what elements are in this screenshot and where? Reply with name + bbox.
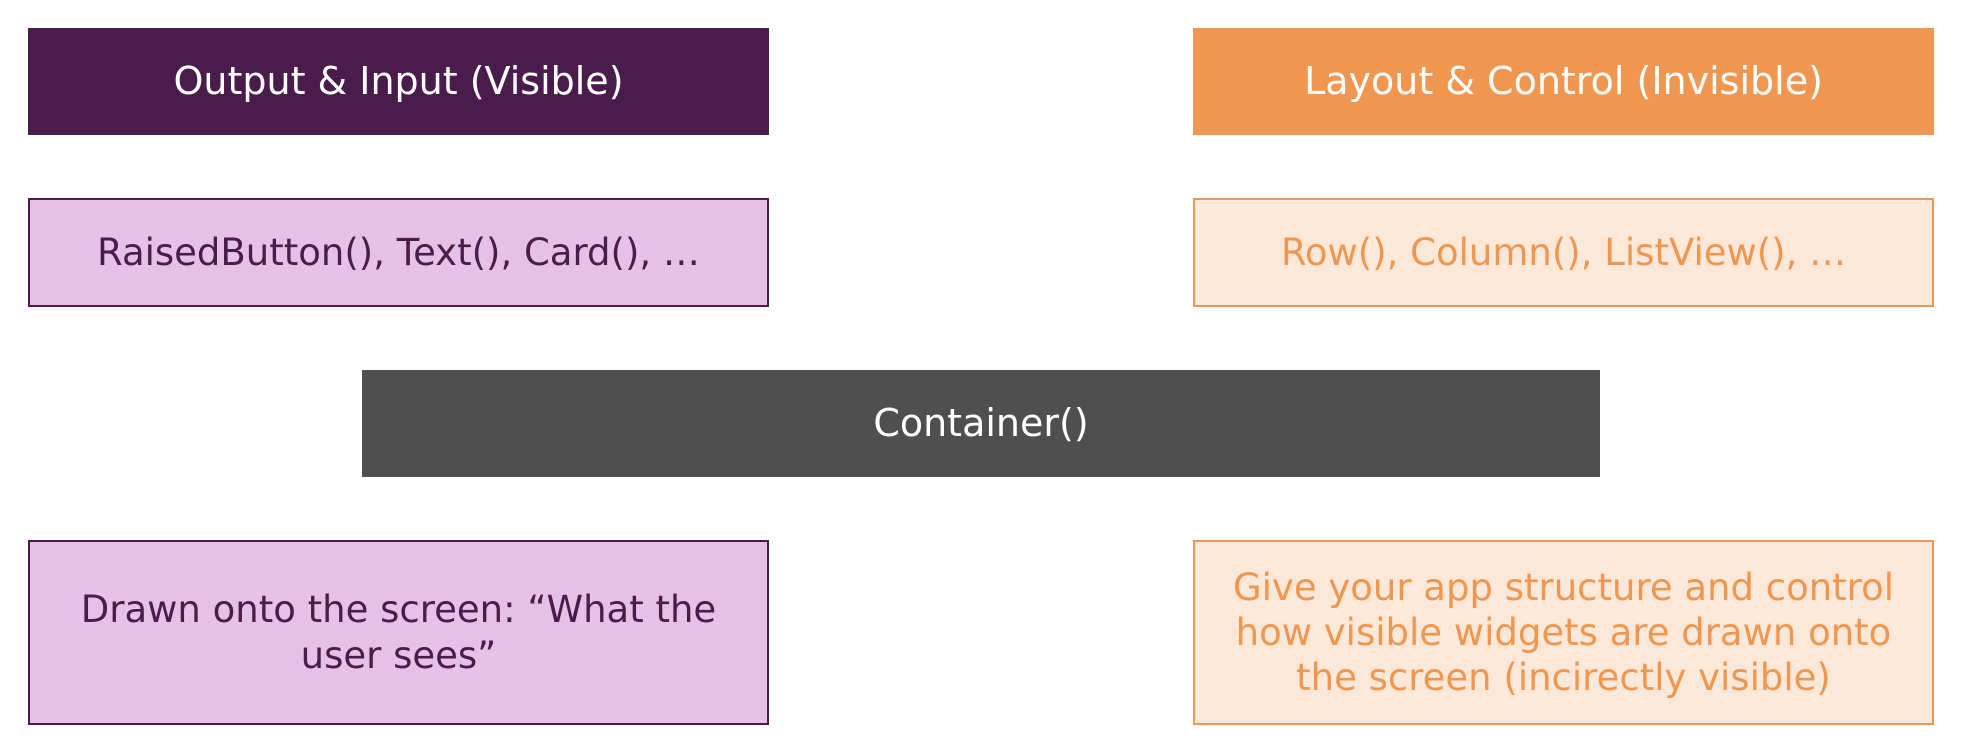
visible-widgets-description-label: Drawn onto the screen: “What the user se… [80,588,717,677]
container-widget-label: Container() [873,401,1089,446]
invisible-widgets-description: Give your app structure and control how … [1193,540,1934,725]
visible-widgets-examples: RaisedButton(), Text(), Card(), … [28,198,769,307]
invisible-widgets-examples: Row(), Column(), ListView(), … [1193,198,1934,307]
invisible-widgets-description-label: Give your app structure and control how … [1232,565,1895,700]
invisible-widgets-examples-label: Row(), Column(), ListView(), … [1280,230,1847,274]
visible-widgets-header: Output & Input (Visible) [28,28,769,135]
visible-widgets-header-label: Output & Input (Visible) [173,59,624,104]
visible-widgets-examples-label: RaisedButton(), Text(), Card(), … [97,230,700,274]
invisible-widgets-header-label: Layout & Control (Invisible) [1304,59,1823,104]
container-widget-box: Container() [362,370,1600,477]
invisible-widgets-header: Layout & Control (Invisible) [1193,28,1934,135]
visible-widgets-description: Drawn onto the screen: “What the user se… [28,540,769,725]
